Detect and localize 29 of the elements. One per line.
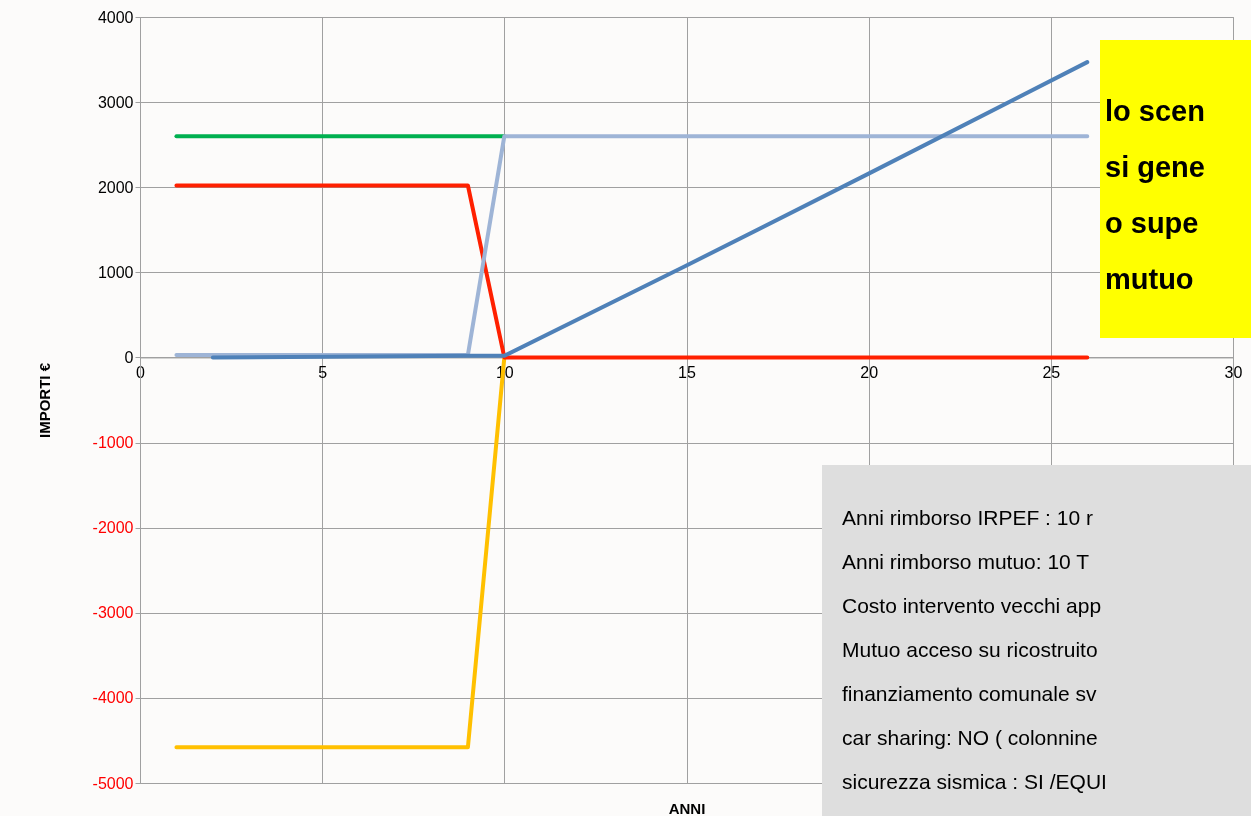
x-tick-label: 5	[318, 363, 328, 381]
y-tick-label: 1000	[97, 263, 134, 281]
x-tick-label: 15	[678, 363, 696, 381]
annotation: Anni rimborso mutuo: 10 T	[842, 550, 1090, 573]
x-tick-label: 30	[1224, 363, 1243, 381]
annotation: Mutuo acceso su ricostruito	[842, 638, 1098, 661]
annotation: Anni rimborso IRPEF : 10 r	[842, 506, 1093, 529]
annotation: mutuo	[1105, 263, 1194, 295]
annotation: lo scen	[1105, 95, 1205, 127]
x-tick-label: 25	[1042, 363, 1061, 381]
annotation: finanziamento comunale sv	[842, 682, 1097, 705]
x-axis-title: ANNI	[668, 799, 706, 816]
y-tick-label: 2000	[97, 178, 134, 196]
annotation: Costo intervento vecchi app	[842, 594, 1102, 617]
annotation: o supe	[1105, 207, 1199, 239]
annotation: car sharing: NO ( colonnine	[842, 726, 1098, 749]
y-tick-label: 4000	[97, 8, 134, 26]
y-tick-label: 3000	[97, 93, 134, 111]
x-tick-label: 20	[860, 363, 879, 381]
annotation: si gene	[1105, 151, 1205, 183]
line-series	[210, 60, 1090, 360]
y-tick-label: -5000	[92, 774, 134, 792]
y-axis-title: IMPORTI €	[35, 362, 53, 439]
y-tick-label: -3000	[92, 604, 134, 622]
y-tick-label: -1000	[92, 434, 134, 452]
y-tick-label: 0	[124, 348, 134, 366]
y-tick-label: -2000	[92, 519, 134, 537]
y-tick-label: -4000	[92, 689, 134, 707]
annotation: sicurezza sismica : SI /EQUI	[842, 770, 1107, 793]
